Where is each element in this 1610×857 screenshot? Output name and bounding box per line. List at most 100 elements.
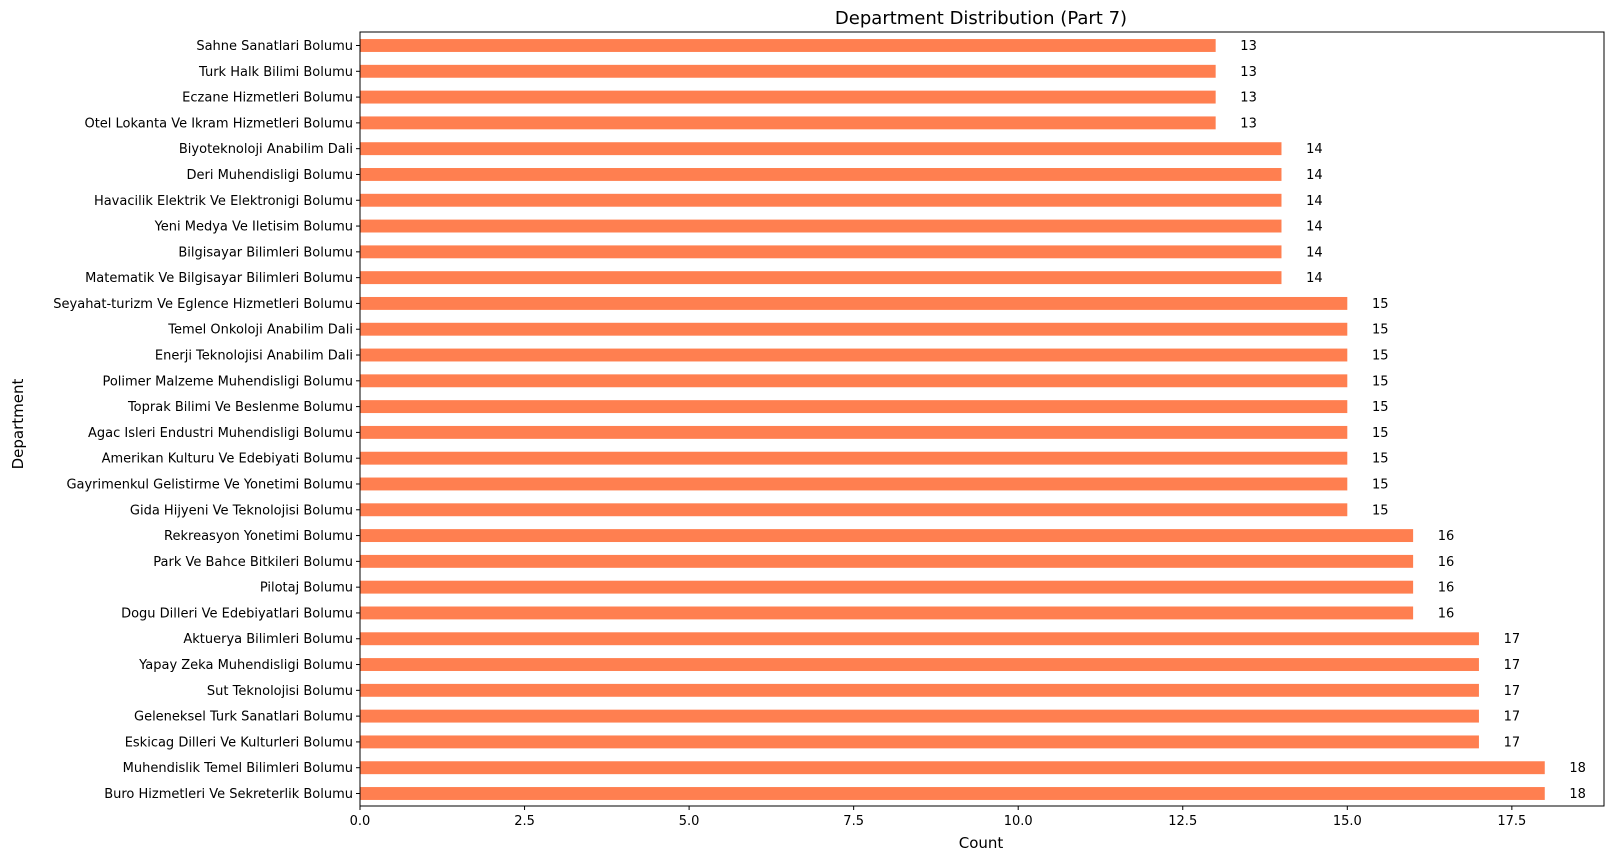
bar (360, 735, 1479, 749)
data-labels-layer: 13 13 13 13 14 14 14 14 14 14 15 15 15 15 15 15 15 15 15 16… (1240, 39, 1586, 802)
bar (360, 271, 1282, 285)
bar (360, 580, 1414, 594)
x-tick-label: 2.5 (514, 814, 535, 829)
bar (360, 683, 1479, 697)
y-tick-label: Aktuerya Bilimleri Bolumu (183, 632, 353, 647)
data-label: 15 (1372, 503, 1389, 518)
bar (360, 503, 1348, 517)
bar (360, 64, 1216, 78)
y-tick-label: Yapay Zeka Muhendisligi Bolumu (138, 658, 353, 673)
y-tick-label: Park Ve Bahce Bitkileri Bolumu (153, 555, 353, 570)
x-tick-label: 17.5 (1497, 814, 1526, 829)
x-tick-label: 15.0 (1333, 814, 1362, 829)
data-label: 14 (1306, 245, 1323, 260)
y-tick-label: Polimer Malzeme Muhendisligi Bolumu (102, 374, 353, 389)
y-tick-label: Havacilik Elektrik Ve Elektronigi Bolumu (94, 194, 353, 209)
y-tick-label: Matematik Ve Bilgisayar Bilimleri Bolumu (85, 271, 353, 286)
data-label: 14 (1306, 168, 1323, 183)
y-tick-label: Rekreasyon Yonetimi Bolumu (164, 529, 353, 544)
bar (360, 554, 1414, 568)
data-label: 16 (1438, 529, 1455, 544)
y-tick-label: Eczane Hizmetleri Bolumu (182, 91, 353, 106)
y-tick-label: Temel Onkoloji Anabilim Dali (167, 323, 353, 338)
y-tick-label: Dogu Dilleri Ve Edebiyatlari Bolumu (121, 606, 353, 621)
data-label: 17 (1504, 658, 1521, 673)
data-label: 17 (1504, 735, 1521, 750)
bar (360, 400, 1348, 414)
bar (360, 761, 1545, 775)
y-tick-label: Bilgisayar Bilimleri Bolumu (178, 245, 353, 260)
x-tick-label: 12.5 (1168, 814, 1197, 829)
data-label: 15 (1372, 323, 1389, 338)
data-label: 15 (1372, 297, 1389, 312)
data-label: 17 (1504, 632, 1521, 647)
y-tick-label: Toprak Bilimi Ve Beslenme Bolumu (127, 400, 353, 415)
x-tick-label: 0.0 (350, 814, 371, 829)
data-label: 15 (1372, 400, 1389, 415)
data-label: 14 (1306, 271, 1323, 286)
bar (360, 193, 1282, 207)
data-label: 16 (1438, 581, 1455, 596)
data-label: 15 (1372, 349, 1389, 364)
bar (360, 90, 1216, 104)
bar (360, 451, 1348, 465)
data-label: 15 (1372, 477, 1389, 492)
bar (360, 709, 1479, 723)
bar (360, 787, 1545, 800)
y-tick-label: Otel Lokanta Ve Ikram Hizmetleri Bolumu (84, 116, 353, 131)
data-label: 18 (1569, 761, 1586, 776)
bar (360, 348, 1348, 362)
data-label: 17 (1504, 710, 1521, 725)
y-tick-label: Deri Muhendisligi Bolumu (186, 168, 353, 183)
bar (360, 142, 1282, 156)
bar (360, 529, 1414, 543)
bar (360, 632, 1479, 646)
y-tick-label: Gida Hijyeni Ve Teknolojisi Bolumu (130, 503, 353, 518)
bar (360, 116, 1216, 130)
y-axis-ticks: Sahne Sanatlari Bolumu Turk Halk Bilimi B… (53, 39, 360, 802)
x-axis-ticks: 0.0 2.5 5.0 7.5 10.0 12.5 15.0 17.5 (350, 806, 1526, 829)
bar (360, 477, 1348, 491)
y-tick-label: Geleneksel Turk Sanatlari Bolumu (134, 710, 353, 725)
data-label: 14 (1306, 194, 1323, 209)
y-tick-label: Eskicag Dilleri Ve Kulturleri Bolumu (125, 735, 353, 750)
bar (360, 219, 1282, 233)
data-label: 13 (1240, 39, 1257, 54)
bar (360, 374, 1348, 388)
bars-layer (360, 39, 1545, 800)
data-label: 13 (1240, 91, 1257, 106)
x-axis-title: Count (959, 834, 1004, 852)
data-label: 14 (1306, 220, 1323, 235)
y-tick-label: Biyoteknoloji Anabilim Dali (179, 142, 353, 157)
y-tick-label: Buro Hizmetleri Ve Sekreterlik Bolumu (104, 787, 353, 802)
data-label: 17 (1504, 684, 1521, 699)
bar (360, 658, 1479, 671)
data-label: 13 (1240, 65, 1257, 80)
data-label: 14 (1306, 142, 1323, 157)
y-tick-label: Sahne Sanatlari Bolumu (196, 39, 353, 54)
x-tick-label: 7.5 (843, 814, 864, 829)
y-tick-label: Sut Teknolojisi Bolumu (207, 684, 353, 699)
data-label: 13 (1240, 116, 1257, 131)
plot-frame (359, 31, 1605, 807)
x-tick-label: 10.0 (1004, 814, 1033, 829)
y-axis-title: Department (9, 379, 27, 470)
chart-title: Department Distribution (Part 7) (835, 8, 1127, 29)
bar (360, 606, 1414, 620)
data-label: 16 (1438, 606, 1455, 621)
data-label: 18 (1569, 787, 1586, 802)
data-label: 15 (1372, 426, 1389, 441)
bar (360, 39, 1216, 52)
y-tick-label: Amerikan Kulturu Ve Edebiyati Bolumu (102, 452, 353, 467)
data-label: 15 (1372, 374, 1389, 389)
y-tick-label: Enerji Teknolojisi Anabilim Dali (155, 349, 353, 364)
y-tick-label: Seyahat-turizm Ve Eglence Hizmetleri Bol… (53, 297, 353, 312)
y-tick-label: Yeni Medya Ve Iletisim Bolumu (154, 220, 353, 235)
bar (360, 296, 1348, 310)
bar (360, 322, 1348, 336)
y-tick-label: Agac Isleri Endustri Muhendisligi Bolumu (88, 426, 353, 441)
data-label: 15 (1372, 452, 1389, 467)
bar (360, 425, 1348, 439)
y-tick-label: Pilotaj Bolumu (260, 581, 353, 596)
